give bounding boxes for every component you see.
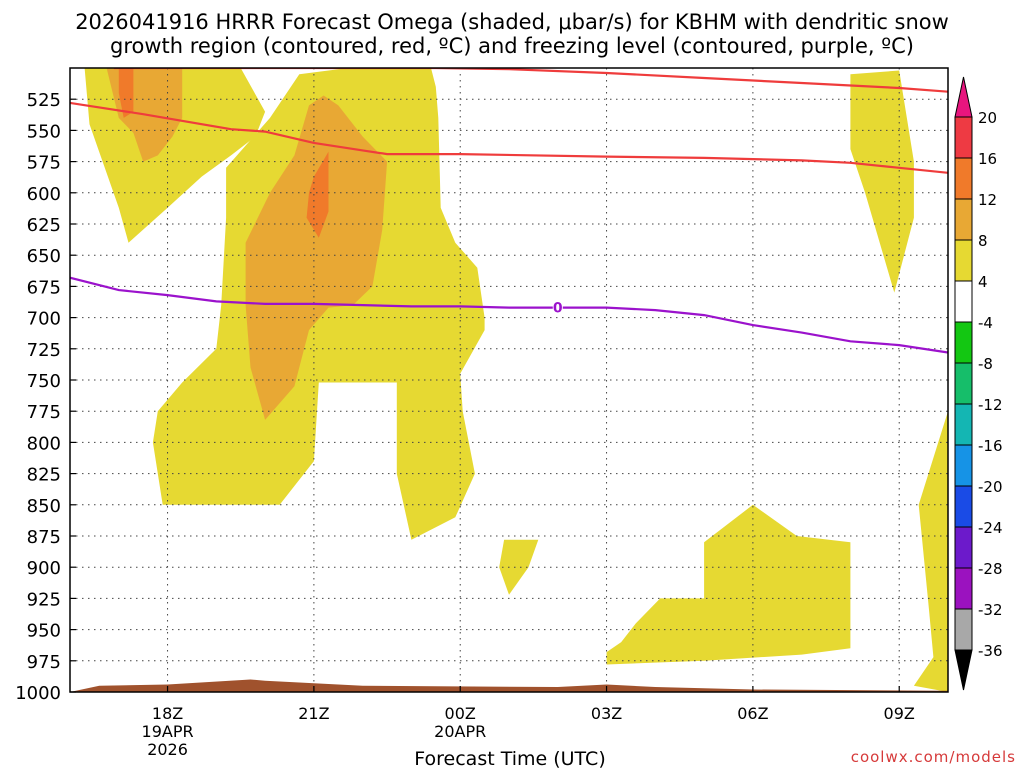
colorbar-swatch: [954, 321, 973, 364]
y-tick-label: 750: [27, 371, 61, 392]
colorbar-swatch: [954, 485, 973, 528]
shaded-omega-4-8-sw: [606, 504, 851, 665]
colorbar-swatch: [954, 239, 973, 282]
colorbar-label: 8: [978, 232, 988, 250]
colorbar-swatch: [954, 198, 973, 241]
freezing-label-bg: [552, 299, 563, 315]
shaded-omega-4-8-ne: [850, 70, 914, 293]
y-tick-label: 800: [27, 433, 61, 454]
colorbar-swatch: [954, 608, 973, 651]
freezing-level-contour: [70, 276, 948, 354]
y-tick-label: 600: [27, 184, 61, 205]
colorbar-swatch: [954, 403, 973, 446]
freezing-level-label: 0: [553, 301, 563, 317]
colorbar-over-triangle: [954, 76, 973, 118]
colorbar-label: -36: [978, 642, 1003, 660]
y-tick-label: 775: [27, 402, 61, 423]
y-tick-label: 550: [27, 121, 61, 142]
colorbar-label: -4: [978, 314, 993, 332]
chart-title-line2: growth region (contoured, red, ºC) and f…: [110, 34, 914, 58]
y-tick-label: 975: [27, 652, 61, 673]
y-tick-label: 925: [27, 589, 61, 610]
colorbar-swatch: [954, 362, 973, 405]
shaded-omega-4-8-small: [499, 539, 539, 595]
shaded-omega-8-12-center: [245, 95, 388, 420]
x-tick-label: 21Z: [298, 704, 329, 723]
colorbar-label: -28: [978, 560, 1003, 578]
colorbar-label: 20: [978, 109, 997, 127]
x-tick-label: 18Z: [152, 704, 183, 723]
x-tick-label: 03Z: [591, 704, 622, 723]
credit-text: coolwx.com/models: [851, 748, 1016, 766]
red-contour-lower: [70, 101, 948, 174]
x-tick-label: 09Z: [884, 704, 915, 723]
x-tick-label: 06Z: [737, 704, 768, 723]
colorbar-swatch: [954, 567, 973, 610]
colorbar-label: 12: [978, 191, 997, 209]
red-contour-upper: [113, 68, 948, 93]
colorbar-swatch: [954, 116, 973, 159]
x-axis-title: Forecast Time (UTC): [414, 748, 605, 768]
y-tick-label: 700: [27, 309, 61, 330]
y-tick-label: 575: [27, 153, 61, 174]
colorbar-swatch: [954, 526, 973, 569]
colorbar-label: -16: [978, 437, 1003, 455]
y-tick-label: 950: [27, 621, 61, 642]
y-tick-label: 675: [27, 277, 61, 298]
x-tick-label: 00Z: [445, 704, 476, 723]
y-tick-label: 625: [27, 215, 61, 236]
colorbar-swatch: [954, 444, 973, 487]
colorbar-label: -32: [978, 601, 1003, 619]
shaded-omega-4-8-se: [913, 411, 948, 692]
shaded-omega-12-16-center: [306, 151, 329, 238]
shaded-omega-12-16-nw: [118, 68, 134, 118]
colorbar-label: -20: [978, 478, 1003, 496]
colorbar-label: 4: [978, 273, 988, 291]
y-tick-label: 850: [27, 496, 61, 517]
y-tick-label: 525: [27, 90, 61, 111]
terrain-fill: [70, 679, 948, 692]
x-tick-year: 2026: [147, 740, 188, 759]
x-tick-date: 19APR: [142, 722, 194, 741]
colorbar-label: -24: [978, 519, 1003, 537]
x-tick-date: 20APR: [434, 722, 486, 741]
y-tick-label: 875: [27, 527, 61, 548]
colorbar-under-triangle: [954, 649, 973, 691]
colorbar-label: -12: [978, 396, 1003, 414]
colorbar-swatch: [954, 157, 973, 200]
y-tick-label: 825: [27, 465, 61, 486]
colorbar-swatch: [954, 280, 973, 323]
y-tick-label: 650: [27, 246, 61, 267]
chart-title-line1: 2026041916 HRRR Forecast Omega (shaded, …: [75, 10, 949, 34]
colorbar-label: 16: [978, 150, 997, 168]
y-tick-label: 1000: [15, 683, 61, 704]
y-tick-label: 725: [27, 340, 61, 361]
colorbar-label: -8: [978, 355, 993, 373]
y-tick-label: 900: [27, 558, 61, 579]
